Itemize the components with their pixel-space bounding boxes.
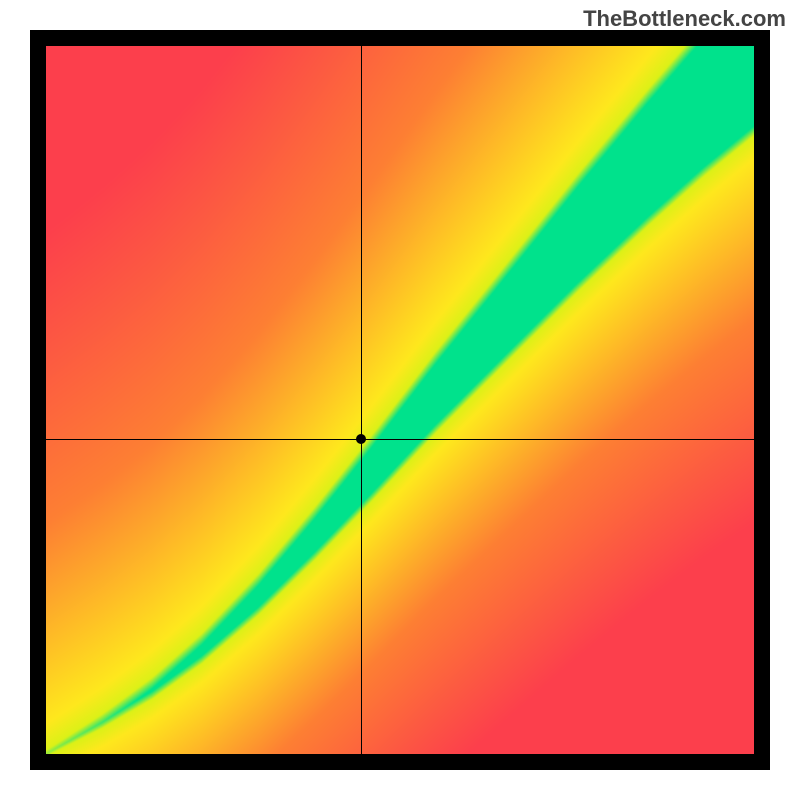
crosshair-vertical: [361, 46, 362, 754]
chart-border: [30, 30, 770, 770]
heatmap-canvas: [46, 46, 754, 754]
watermark-text: TheBottleneck.com: [583, 6, 786, 32]
selected-point-marker: [356, 434, 366, 444]
crosshair-horizontal: [46, 439, 754, 440]
plot-area: [46, 46, 754, 754]
